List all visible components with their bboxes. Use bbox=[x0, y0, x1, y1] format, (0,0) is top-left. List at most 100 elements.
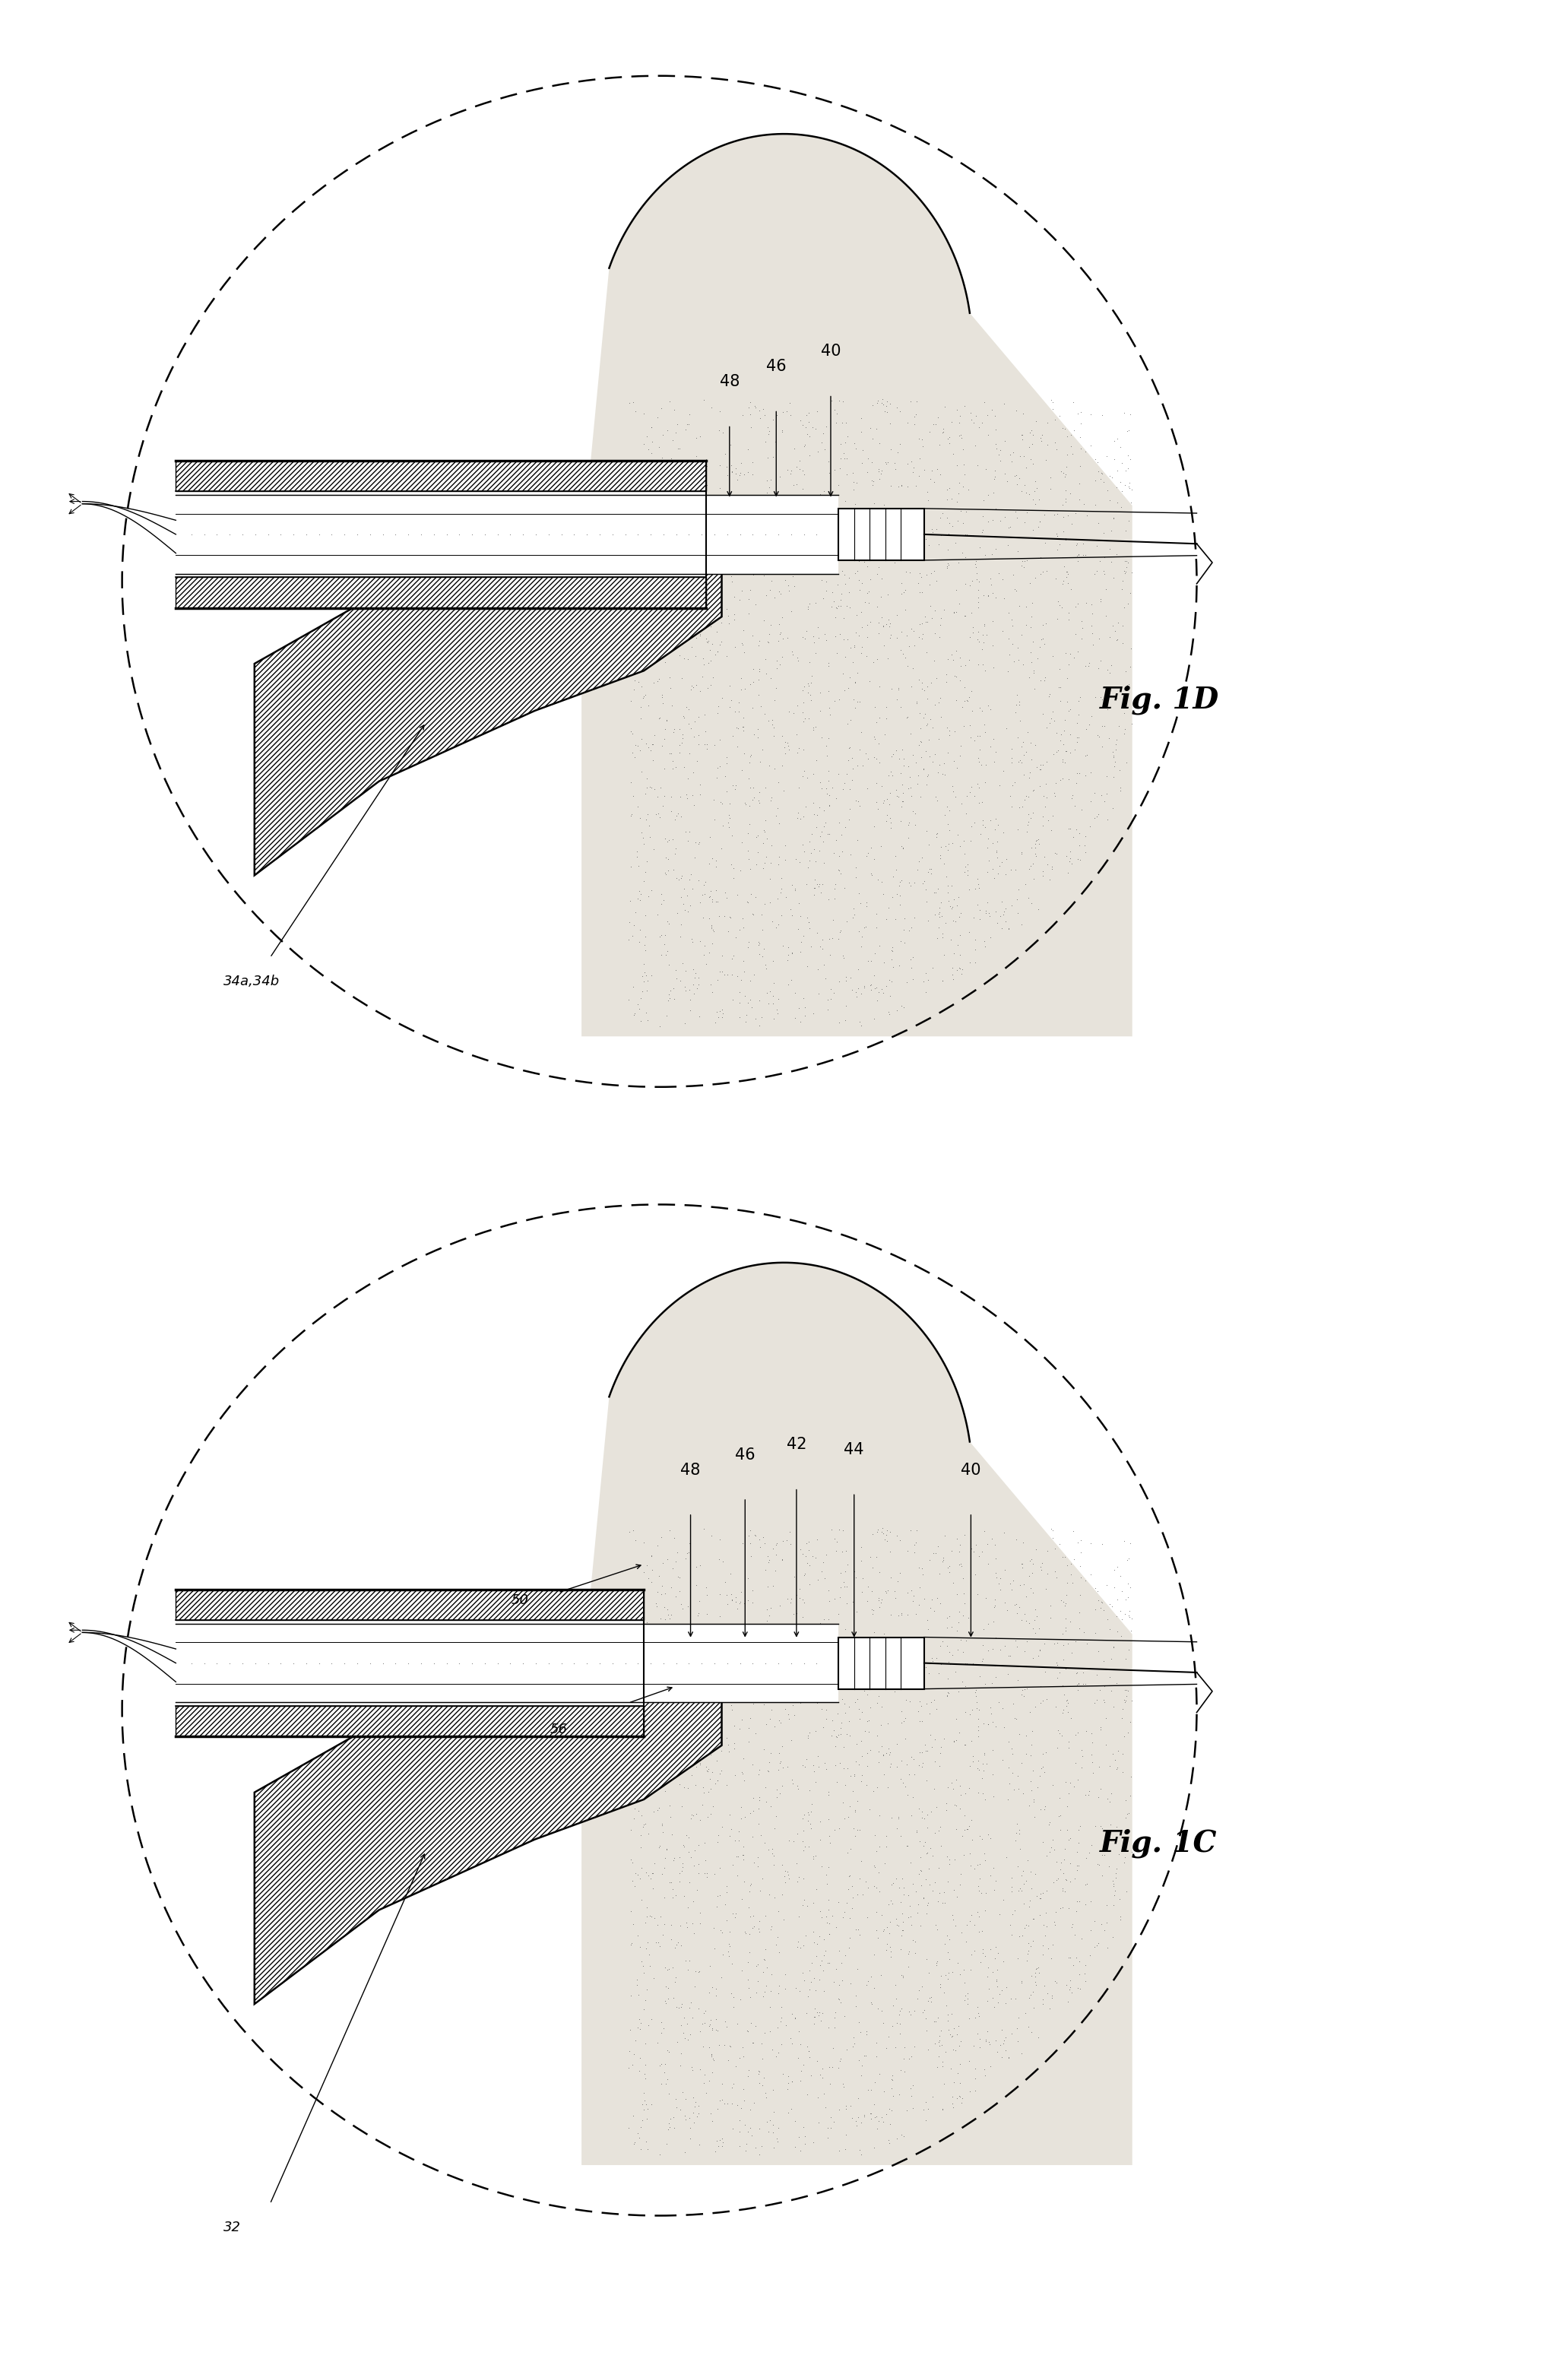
Point bbox=[1055, 1982, 1080, 2020]
Point bbox=[1060, 846, 1085, 883]
Point bbox=[950, 1951, 975, 1989]
Point bbox=[829, 815, 855, 853]
Point bbox=[924, 817, 949, 855]
Point bbox=[1051, 761, 1076, 798]
Point bbox=[660, 1949, 685, 1986]
Point bbox=[935, 1549, 960, 1587]
Point bbox=[897, 864, 922, 902]
Point bbox=[928, 680, 953, 718]
Point bbox=[760, 702, 786, 739]
Point bbox=[825, 567, 850, 605]
Point bbox=[765, 397, 790, 435]
Point bbox=[947, 1712, 972, 1750]
Point bbox=[629, 1660, 654, 1698]
Point bbox=[935, 1627, 960, 1665]
Point bbox=[1101, 423, 1126, 461]
Point bbox=[930, 413, 955, 451]
Point bbox=[806, 1748, 831, 1786]
Point bbox=[847, 1670, 872, 1708]
Point bbox=[999, 886, 1024, 924]
Point bbox=[637, 583, 662, 621]
Point bbox=[969, 1760, 994, 1797]
Point bbox=[726, 581, 751, 619]
Point bbox=[996, 527, 1021, 565]
Point bbox=[928, 1729, 953, 1767]
Point bbox=[732, 978, 757, 1016]
Point bbox=[855, 1677, 880, 1715]
Point bbox=[633, 2100, 659, 2138]
Point bbox=[674, 876, 699, 914]
Point bbox=[1063, 588, 1088, 626]
Point bbox=[682, 704, 707, 742]
Point bbox=[1007, 683, 1032, 720]
Point bbox=[681, 668, 706, 706]
Point bbox=[815, 1776, 840, 1814]
Point bbox=[1036, 1833, 1062, 1871]
Point bbox=[635, 1923, 660, 1960]
Point bbox=[764, 650, 789, 687]
Point bbox=[1046, 1859, 1071, 1897]
Point bbox=[1079, 697, 1104, 735]
Point bbox=[1083, 527, 1109, 565]
Point bbox=[883, 850, 908, 888]
Point bbox=[710, 413, 735, 451]
Point bbox=[989, 1972, 1014, 2010]
Point bbox=[823, 522, 848, 560]
Point bbox=[662, 2109, 687, 2147]
Point bbox=[822, 451, 847, 489]
Point bbox=[914, 1942, 939, 1979]
Point bbox=[1113, 548, 1138, 586]
Point bbox=[723, 2048, 748, 2086]
Point bbox=[757, 605, 782, 642]
Point bbox=[767, 572, 792, 609]
Point bbox=[1085, 1845, 1110, 1883]
Point bbox=[1030, 1873, 1055, 1911]
Point bbox=[729, 1880, 754, 1918]
Point bbox=[1030, 416, 1055, 454]
Point bbox=[1091, 1682, 1116, 1720]
Point bbox=[641, 829, 666, 867]
Point bbox=[880, 931, 905, 968]
Text: Fig. 1C: Fig. 1C bbox=[1101, 1828, 1217, 1859]
Point bbox=[801, 1746, 826, 1783]
Point bbox=[795, 758, 820, 796]
Point bbox=[633, 2086, 659, 2123]
Point bbox=[1008, 616, 1033, 654]
Point bbox=[1004, 1620, 1029, 1658]
Point bbox=[731, 709, 756, 746]
Point bbox=[811, 843, 836, 881]
Point bbox=[999, 2015, 1024, 2053]
Point bbox=[1115, 413, 1140, 451]
Point bbox=[685, 968, 710, 1006]
Point bbox=[836, 524, 861, 562]
Point bbox=[619, 1861, 644, 1899]
Point bbox=[775, 619, 800, 657]
Point bbox=[837, 1857, 862, 1894]
Point bbox=[726, 1710, 751, 1748]
Point bbox=[1022, 1601, 1047, 1639]
Point bbox=[1007, 1566, 1032, 1604]
Point bbox=[797, 1970, 822, 2008]
Point bbox=[956, 678, 982, 716]
Point bbox=[1101, 1627, 1126, 1665]
Point bbox=[652, 1601, 677, 1639]
Bar bbox=[839, 508, 924, 560]
Point bbox=[982, 475, 1007, 513]
Point bbox=[903, 685, 928, 723]
Point bbox=[735, 2012, 760, 2050]
Point bbox=[935, 1838, 960, 1875]
Point bbox=[848, 1762, 873, 1800]
Point bbox=[676, 640, 701, 678]
Point bbox=[927, 893, 952, 931]
Point bbox=[845, 978, 870, 1016]
Point bbox=[804, 864, 829, 902]
Point bbox=[724, 496, 750, 534]
Point bbox=[908, 709, 933, 746]
Point bbox=[963, 548, 988, 586]
Point bbox=[891, 829, 916, 867]
Point bbox=[717, 808, 742, 846]
Point bbox=[655, 2074, 681, 2112]
Point bbox=[718, 1554, 743, 1592]
Point bbox=[955, 515, 980, 553]
Point bbox=[869, 1580, 894, 1618]
